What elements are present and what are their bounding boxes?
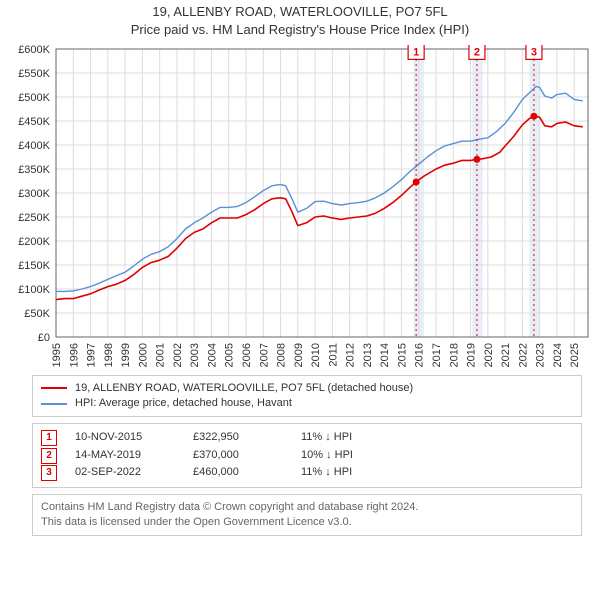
price-point-delta: 11% ↓ HPI <box>301 429 352 447</box>
legend-row: 19, ALLENBY ROAD, WATERLOOVILLE, PO7 5FL… <box>41 381 573 396</box>
y-tick-label: £550K <box>18 68 50 80</box>
svg-text:1: 1 <box>413 46 419 58</box>
x-tick-label: 2000 <box>137 343 149 367</box>
x-tick-label: 2002 <box>172 343 184 367</box>
x-tick-label: 2004 <box>206 343 218 367</box>
legend-box: 19, ALLENBY ROAD, WATERLOOVILLE, PO7 5FL… <box>32 375 582 418</box>
callout-marker: 3 <box>526 45 542 59</box>
price-point-row: 2 14-MAY-2019 £370,000 10% ↓ HPI <box>41 447 573 465</box>
x-tick-label: 2016 <box>414 343 426 367</box>
y-tick-label: £150K <box>18 260 50 272</box>
price-point-price: £460,000 <box>193 464 283 482</box>
x-tick-label: 2014 <box>379 343 391 367</box>
x-tick-label: 2008 <box>276 343 288 367</box>
y-tick-label: £500K <box>18 92 50 104</box>
x-tick-label: 2012 <box>345 343 357 367</box>
svg-text:2: 2 <box>474 46 480 58</box>
y-tick-label: £450K <box>18 116 50 128</box>
price-point-date: 02-SEP-2022 <box>75 464 175 482</box>
x-tick-label: 2013 <box>362 343 374 367</box>
chart-title-block: 19, ALLENBY ROAD, WATERLOOVILLE, PO7 5FL… <box>0 0 600 39</box>
x-tick-label: 2015 <box>396 343 408 367</box>
svg-text:3: 3 <box>531 46 537 58</box>
price-point-marker: 1 <box>41 430 57 446</box>
legend-label: HPI: Average price, detached house, Hava… <box>75 396 292 411</box>
x-tick-label: 2005 <box>224 343 236 367</box>
x-tick-label: 2019 <box>466 343 478 367</box>
x-tick-label: 2001 <box>155 343 167 367</box>
x-tick-label: 1996 <box>68 343 80 367</box>
price-points-box: 1 10-NOV-2015 £322,950 11% ↓ HPI 2 14-MAY-201… <box>32 423 582 488</box>
chart-svg: £0 £50K £100K £150K £200K £250K £300K £350K £400… <box>0 45 600 375</box>
x-tick-label: 1998 <box>103 343 115 367</box>
price-point-price: £370,000 <box>193 447 283 465</box>
x-tick-label: 2007 <box>258 343 270 367</box>
x-tick-label: 2021 <box>500 343 512 367</box>
y-tick-label: £400K <box>18 140 50 152</box>
callout-marker: 2 <box>469 45 485 59</box>
price-point-date: 14-MAY-2019 <box>75 447 175 465</box>
x-tick-label: 1997 <box>86 343 98 367</box>
price-point-row: 1 10-NOV-2015 £322,950 11% ↓ HPI <box>41 429 573 447</box>
chart-area: £0 £50K £100K £150K £200K £250K £300K £350K £400… <box>0 45 600 375</box>
x-tick-label: 1995 <box>51 343 63 367</box>
x-tick-label: 2025 <box>569 343 581 367</box>
x-tick-label: 2006 <box>241 343 253 367</box>
attribution-line: This data is licensed under the Open Gov… <box>41 515 573 530</box>
y-tick-label: £350K <box>18 164 50 176</box>
x-tick-label: 2011 <box>327 343 339 367</box>
legend-row: HPI: Average price, detached house, Hava… <box>41 396 573 411</box>
attribution-line: Contains HM Land Registry data © Crown c… <box>41 500 573 515</box>
price-point-delta: 11% ↓ HPI <box>301 464 352 482</box>
attribution-box: Contains HM Land Registry data © Crown c… <box>32 494 582 536</box>
price-point-date: 10-NOV-2015 <box>75 429 175 447</box>
x-tick-label: 2017 <box>431 343 443 367</box>
x-tick-label: 2003 <box>189 343 201 367</box>
x-tick-label: 2018 <box>448 343 460 367</box>
chart-title-address: 19, ALLENBY ROAD, WATERLOOVILLE, PO7 5FL <box>0 4 600 20</box>
y-tick-label: £600K <box>18 45 50 56</box>
x-tick-label: 2009 <box>293 343 305 367</box>
y-tick-label: £200K <box>18 236 50 248</box>
x-tick-label: 2022 <box>517 343 529 367</box>
x-tick-label: 2024 <box>552 343 564 367</box>
y-tick-label: £250K <box>18 212 50 224</box>
callout-marker: 1 <box>408 45 424 59</box>
y-tick-label: £50K <box>24 308 50 320</box>
legend-label: 19, ALLENBY ROAD, WATERLOOVILLE, PO7 5FL… <box>75 381 413 396</box>
price-point-delta: 10% ↓ HPI <box>301 447 353 465</box>
x-tick-label: 1999 <box>120 343 132 367</box>
x-tick-label: 2020 <box>483 343 495 367</box>
x-tick-label: 2023 <box>535 343 547 367</box>
price-point-marker: 2 <box>41 448 57 464</box>
legend-swatch <box>41 387 67 389</box>
y-tick-label: £300K <box>18 188 50 200</box>
x-tick-label: 2010 <box>310 343 322 367</box>
legend-swatch <box>41 403 67 405</box>
y-tick-label: £100K <box>18 284 50 296</box>
chart-title-subtitle: Price paid vs. HM Land Registry's House … <box>0 22 600 38</box>
price-point-price: £322,950 <box>193 429 283 447</box>
y-tick-label: £0 <box>38 332 50 344</box>
price-point-marker: 3 <box>41 465 57 481</box>
price-point-row: 3 02-SEP-2022 £460,000 11% ↓ HPI <box>41 464 573 482</box>
